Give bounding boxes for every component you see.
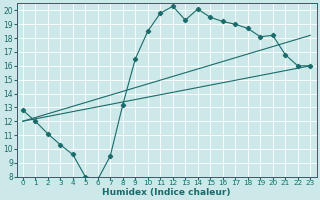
X-axis label: Humidex (Indice chaleur): Humidex (Indice chaleur)	[102, 188, 231, 197]
